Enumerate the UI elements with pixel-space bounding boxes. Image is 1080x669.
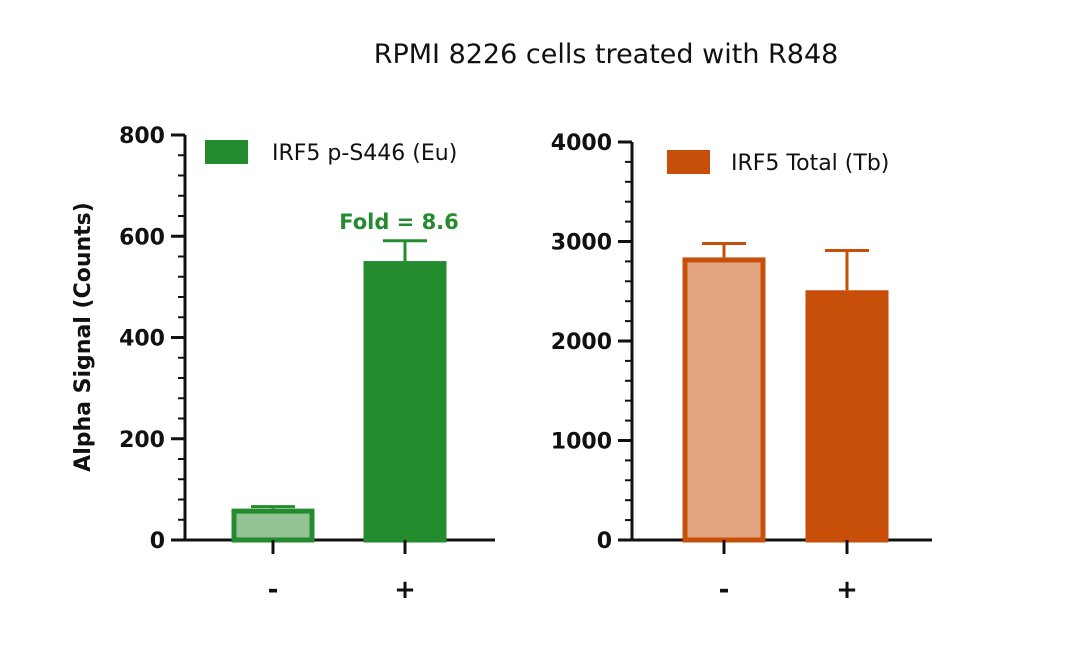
y-axis-label: Alpha Signal (Counts) <box>71 202 96 472</box>
y-tick-label: 200 <box>119 428 165 453</box>
x-category-label: - <box>268 575 279 605</box>
legend-swatch <box>205 140 248 164</box>
bar <box>682 257 766 543</box>
fold-annotation: Fold = 8.6 <box>339 210 459 234</box>
bar <box>231 508 315 543</box>
y-tick-label: 600 <box>119 225 165 250</box>
x-category-label: + <box>836 575 858 605</box>
y-tick-label: 2000 <box>551 330 612 355</box>
y-tick-label: 3000 <box>551 231 612 256</box>
chart-panel-irf5-total: 0 1000 2000 3000 4000 - + IRF5 Total (Tb) <box>551 131 932 605</box>
y-tick-label: 800 <box>119 124 165 149</box>
chart-panel-irf5-phospho: 0 200 400 600 800 - + IRF5 p-S446 (Eu) Alpha Sig… <box>71 124 495 605</box>
bar <box>363 261 447 543</box>
x-category-label: - <box>719 575 730 605</box>
chart-title: RPMI 8226 cells treated with R848 <box>374 39 839 70</box>
x-category-label: + <box>394 575 416 605</box>
legend-swatch <box>667 150 710 174</box>
y-tick-label: 4000 <box>551 131 612 156</box>
y-tick-label: 400 <box>119 327 165 352</box>
y-tick-label: 1000 <box>551 430 612 455</box>
legend-label: IRF5 Total (Tb) <box>731 151 889 176</box>
y-tick-label: 0 <box>597 529 612 554</box>
y-tick-label: 0 <box>150 529 165 554</box>
legend-label: IRF5 p-S446 (Eu) <box>272 141 457 166</box>
bar <box>805 290 889 543</box>
